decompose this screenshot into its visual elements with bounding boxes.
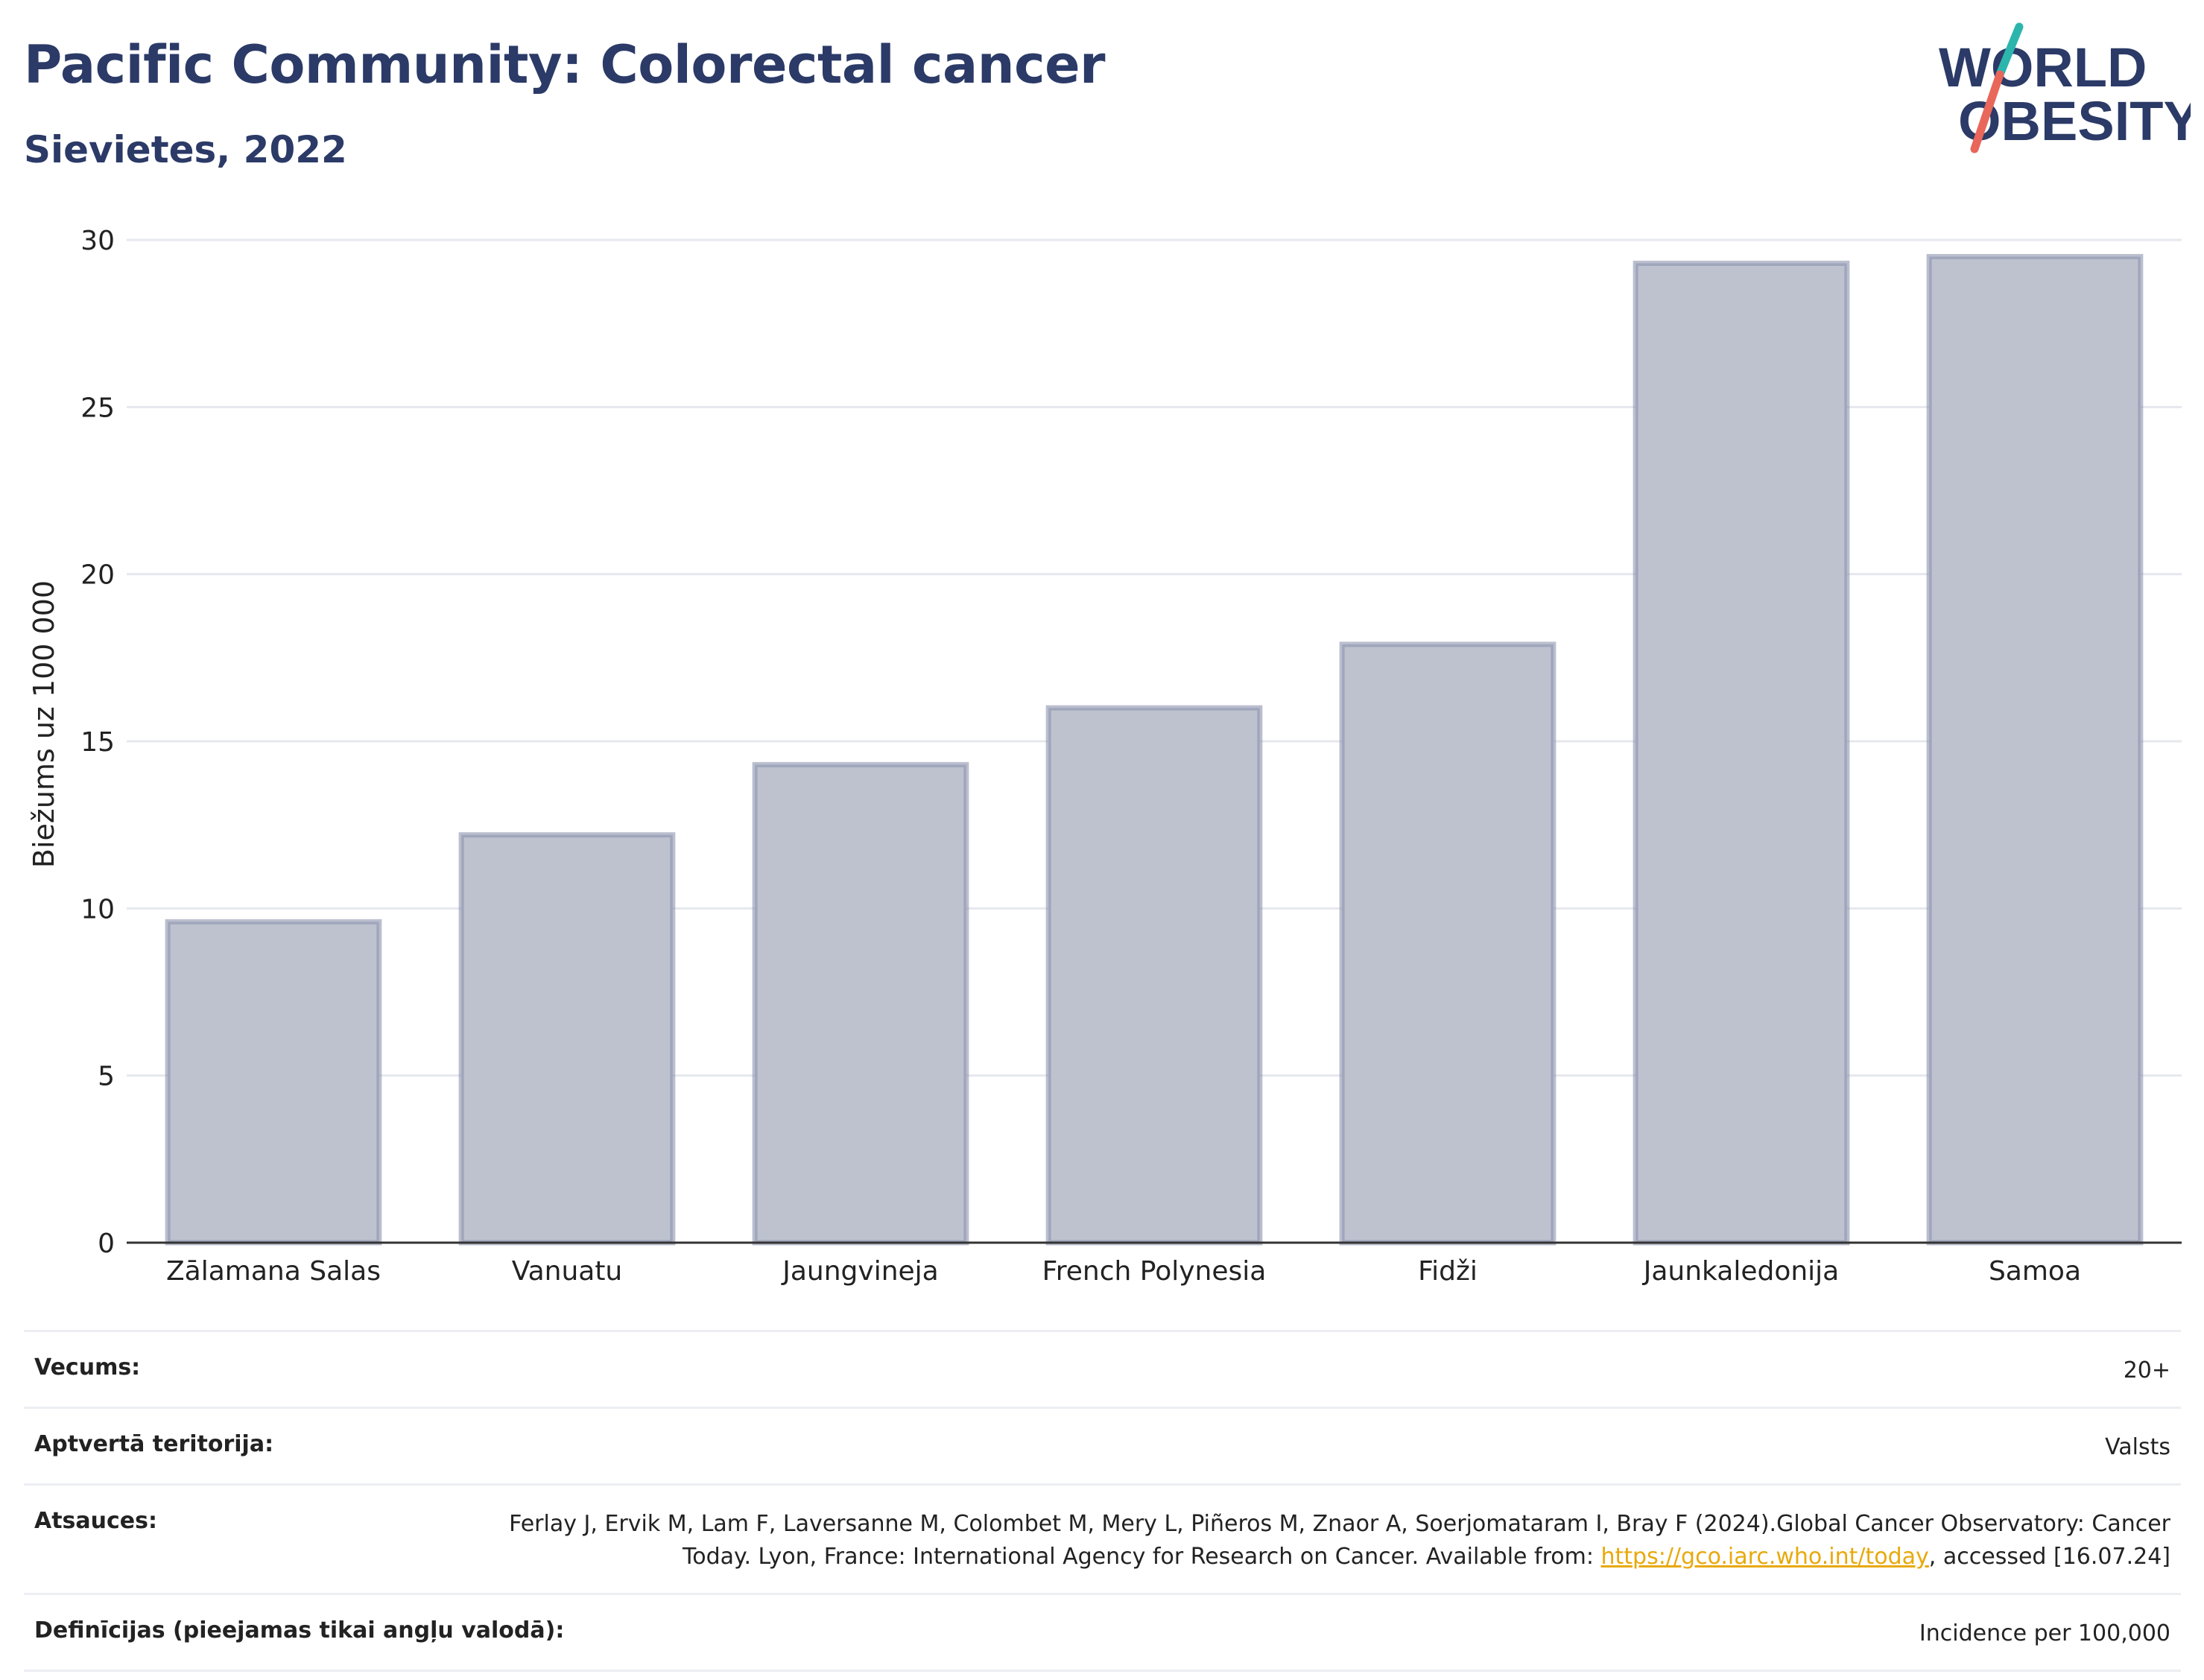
x-tick-label: Fidži — [1418, 1256, 1478, 1287]
y-tick-label: 10 — [80, 894, 115, 925]
x-tick-label: Jaunkaledonija — [1642, 1256, 1840, 1287]
x-tick-label: Vanuatu — [512, 1256, 623, 1287]
logo-line2: OBESITY — [1958, 90, 2191, 152]
info-value-references: Ferlay J, Ervik M, Lam F, Laversanne M, … — [472, 1508, 2170, 1573]
info-label-definitions: Definīcijas (pieejamas tikai angļu valod… — [34, 1617, 565, 1643]
y-tick-label: 15 — [80, 727, 115, 758]
world-obesity-logo: WORLD OBESITY — [1939, 22, 2191, 153]
x-tick-label: Zālamana Salas — [166, 1256, 381, 1287]
x-tick-label: Samoa — [1989, 1256, 2081, 1287]
info-value-territory: Valsts — [2105, 1434, 2170, 1460]
bar[interactable] — [1926, 253, 2144, 1246]
logo-line1: WORLD — [1939, 37, 2147, 98]
logo-slash-red — [1970, 70, 2004, 153]
y-tick-label: 25 — [80, 393, 115, 423]
logo-slash-teal — [1995, 22, 2024, 79]
y-tick-label: 0 — [98, 1229, 115, 1259]
chart-title: Pacific Community: Colorectal cancer — [24, 34, 1106, 95]
reference-accessed: , accessed [16.07.24] — [1928, 1544, 2170, 1570]
bar[interactable] — [1339, 641, 1557, 1246]
reference-link[interactable]: https://gco.iarc.who.int/today — [1600, 1544, 1929, 1570]
x-tick-label: French Polynesia — [1042, 1256, 1267, 1287]
info-row-definitions: Definīcijas (pieejamas tikai angļu valod… — [24, 1593, 2181, 1672]
info-label-age: Vecums: — [34, 1354, 141, 1381]
info-row-references: Atsauces: Ferlay J, Ervik M, Lam F, Lave… — [24, 1483, 2181, 1593]
info-row-territory: Aptvertā teritorija: Valsts — [24, 1407, 2181, 1483]
info-value-age: 20+ — [2123, 1357, 2170, 1383]
bar[interactable] — [458, 832, 676, 1246]
bar[interactable] — [752, 761, 969, 1246]
info-label-territory: Aptvertā teritorija: — [34, 1431, 274, 1457]
reference-text: Ferlay J, Ervik M, Lam F, Laversanne M, … — [509, 1511, 2170, 1570]
x-tick-label: Jaungvineja — [781, 1256, 939, 1287]
info-label-references: Atsauces: — [34, 1508, 157, 1534]
bars — [165, 253, 2144, 1246]
info-value-definitions: Incidence per 100,000 — [1919, 1620, 2170, 1646]
chart-subtitle: Sievietes, 2022 — [24, 128, 347, 171]
bar-chart: 0 5 10 15 20 25 30 Zālamana Salas Vanuatu Jaungvi… — [28, 226, 2182, 1287]
y-axis-title: Biežums uz 100 000 — [28, 580, 60, 868]
axes: 0 5 10 15 20 25 30 Zālamana Salas Vanuatu Jaungvi… — [80, 226, 2182, 1287]
y-tick-label: 20 — [80, 560, 115, 591]
bar[interactable] — [1633, 260, 1850, 1246]
y-tick-label: 5 — [98, 1062, 115, 1092]
bar[interactable] — [1045, 705, 1263, 1246]
bar[interactable] — [165, 919, 382, 1246]
y-tick-label: 30 — [80, 226, 115, 256]
info-table: Vecums: 20+ Aptvertā teritorija: Valsts … — [24, 1330, 2181, 1672]
info-row-age: Vecums: 20+ — [24, 1330, 2181, 1407]
